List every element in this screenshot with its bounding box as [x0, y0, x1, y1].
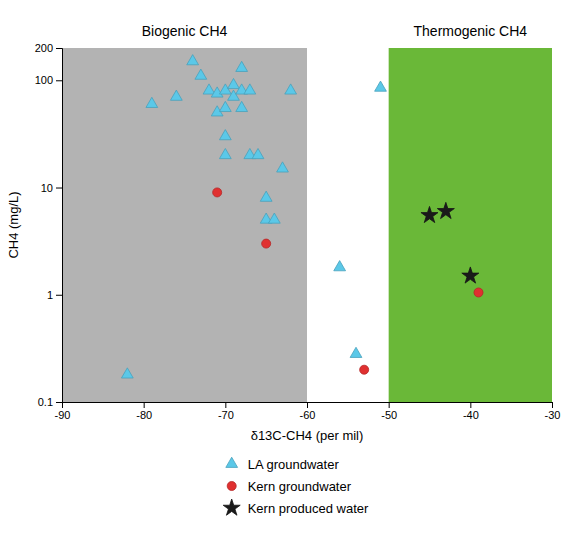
point — [146, 97, 158, 107]
point — [203, 84, 215, 94]
chart: -90 -80 -70 -60 -50 -40 -30 0.1 1 10 100 200 δ13C-CH… — [0, 0, 574, 534]
axis-line — [56, 49, 63, 403]
tick: 0.1 — [38, 396, 62, 408]
point — [219, 101, 231, 111]
point — [437, 202, 454, 218]
series — [121, 55, 386, 378]
tick-label: 0.1 — [38, 396, 53, 408]
point — [350, 347, 362, 357]
legend-item: LA groundwater — [226, 457, 340, 472]
tick-label: -70 — [218, 409, 234, 421]
point — [285, 84, 297, 94]
point — [213, 188, 222, 197]
point — [462, 267, 479, 283]
point — [236, 61, 248, 71]
point — [170, 90, 182, 100]
legend-label: LA groundwater — [248, 457, 340, 472]
point — [244, 84, 256, 94]
tick: -60 — [300, 402, 316, 421]
region-box — [62, 48, 307, 402]
plot: -90 -80 -70 -60 -50 -40 -30 0.1 1 10 100 200 δ13C-CH… — [6, 23, 560, 443]
region-title: Thermogenic CH4 — [414, 23, 528, 39]
tick: -80 — [136, 402, 152, 421]
legend-symbol — [226, 457, 238, 467]
x-axis-label: δ13C-CH4 (per mil) — [251, 428, 364, 443]
point — [375, 81, 387, 91]
legend-symbol — [227, 481, 236, 490]
tick-mark — [470, 402, 471, 408]
tick-label: 200 — [35, 42, 53, 54]
tick: 200 — [35, 42, 62, 54]
point — [187, 55, 199, 65]
tick-mark — [56, 188, 62, 189]
point — [228, 78, 240, 88]
point — [277, 162, 289, 172]
tick-mark — [56, 80, 62, 81]
point — [121, 368, 133, 378]
tick-mark — [225, 402, 226, 408]
tick-label: -30 — [545, 409, 561, 421]
region-title: Biogenic CH4 — [142, 23, 228, 39]
series — [421, 202, 479, 283]
tick-label: -90 — [55, 409, 71, 421]
tick-mark — [144, 402, 145, 408]
point — [360, 365, 369, 374]
tick: -70 — [218, 402, 234, 421]
point — [421, 206, 438, 222]
point — [236, 101, 248, 111]
point — [262, 239, 271, 248]
point — [219, 148, 231, 158]
tick-label: -60 — [300, 409, 316, 421]
legend: LA groundwater Kern groundwater Kern produ… — [223, 457, 369, 516]
point — [252, 148, 264, 158]
tick-label: 10 — [41, 182, 53, 194]
point — [268, 213, 280, 223]
region-box — [389, 48, 552, 402]
y-axis: 0.1 1 10 100 200 — [35, 42, 63, 408]
tick-mark — [389, 402, 390, 408]
tick: -50 — [381, 402, 397, 421]
y-axis-label: CH4 (mg/L) — [6, 191, 21, 258]
legend-symbol — [223, 499, 240, 515]
tick-label: 1 — [47, 289, 53, 301]
tick-mark — [56, 295, 62, 296]
marks — [62, 48, 552, 402]
legend-item: Kern groundwater — [227, 479, 352, 494]
tick-label: 100 — [35, 74, 53, 86]
tick-label: -50 — [381, 409, 397, 421]
tick: -30 — [545, 402, 561, 421]
point — [334, 261, 346, 271]
tick-mark — [552, 402, 553, 408]
legend-label: Kern produced water — [248, 501, 369, 516]
point — [474, 288, 483, 297]
point — [260, 191, 272, 201]
tick-mark — [56, 48, 62, 49]
legend-item: Kern produced water — [223, 499, 369, 516]
tick: 1 — [47, 289, 62, 301]
tick: -40 — [463, 402, 479, 421]
tick: -90 — [55, 402, 71, 421]
tick-label: -40 — [463, 409, 479, 421]
legend-label: Kern groundwater — [248, 479, 352, 494]
tick-label: -80 — [136, 409, 152, 421]
tick: 100 — [35, 74, 62, 86]
point — [219, 130, 231, 140]
tick-mark — [307, 402, 308, 408]
tick: 10 — [41, 182, 62, 194]
tick-mark — [56, 402, 62, 403]
point — [195, 69, 207, 79]
series — [213, 188, 483, 374]
x-axis: -90 -80 -70 -60 -50 -40 -30 — [55, 402, 561, 421]
axis-line — [63, 403, 553, 409]
